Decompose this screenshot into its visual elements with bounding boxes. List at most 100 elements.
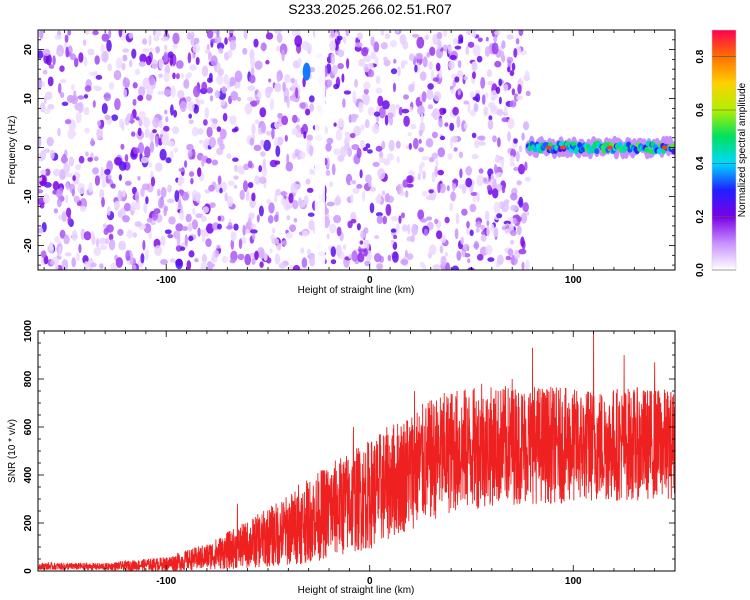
spectrogram-cell [405, 190, 409, 198]
snr-ytick-label: 200 [23, 514, 34, 531]
spectrogram-hotspot [302, 62, 311, 81]
spectrogram-cell [268, 202, 275, 214]
spectrogram-cell [334, 197, 341, 206]
spectrogram-cell [357, 252, 365, 263]
spectrogram-cell [158, 58, 164, 70]
spectrogram-cell [453, 147, 458, 152]
spectrogram-cell [175, 223, 184, 232]
spectrogram-cell [475, 227, 480, 233]
spectrogram-cell [131, 48, 137, 59]
spectrogram-cell [151, 59, 159, 70]
spectrogram-cell [78, 52, 84, 63]
spectrogram-cell [163, 89, 171, 96]
spectrogram-cell [447, 153, 453, 161]
spectrogram-cell [392, 251, 399, 263]
spectrogram-cell [500, 50, 505, 61]
spectrogram-cell [485, 36, 489, 42]
spectrogram-cell [226, 153, 232, 160]
spectrogram-cell [209, 202, 216, 209]
spectrogram-cell [440, 135, 446, 141]
spectrogram-cell [271, 127, 275, 140]
spectrogram-cell [123, 202, 131, 212]
snr-series-line [38, 331, 675, 571]
spectrogram-cell [395, 104, 401, 109]
spectrogram-cell [55, 189, 63, 198]
spectrogram-cell [426, 52, 431, 58]
spectrogram-cell [487, 119, 494, 130]
spectrogram-cell [173, 109, 178, 118]
spectrogram-cell [428, 189, 434, 194]
spectrogram-cell [175, 258, 183, 270]
spectrogram-cell [417, 209, 425, 220]
spectrogram-cell [84, 127, 90, 134]
spectrogram-cell [451, 135, 458, 143]
spectrogram-cell [525, 176, 531, 182]
spectrogram-cell [333, 122, 337, 127]
spectrogram-cell [90, 137, 94, 147]
spectrogram-cell [377, 95, 384, 107]
spectrogram-cell [242, 224, 246, 236]
spectrogram-cell [149, 132, 154, 142]
spectrogram-cell [149, 47, 154, 53]
spectrogram-cell [209, 72, 213, 82]
spectrogram-cell [188, 119, 194, 125]
spectrogram-cell [229, 115, 237, 125]
spectrogram-cell [486, 220, 490, 227]
spectrogram-cell [122, 215, 130, 223]
spectrogram-cell [486, 184, 492, 191]
spectrogram-cell [401, 212, 405, 219]
spectrogram-cell [69, 53, 77, 61]
spectrogram-cell [63, 234, 70, 245]
spectrogram-cell [254, 175, 261, 185]
spectrogram-cell [490, 223, 495, 232]
spectrogram-cell [90, 231, 95, 239]
spectrogram-cell [291, 83, 295, 93]
spectrogram-cell [144, 128, 150, 139]
spectrogram-cell [93, 247, 101, 256]
spectrogram-cell [260, 151, 266, 157]
spectrogram-cell [110, 183, 116, 189]
spectrogram-cell [131, 131, 136, 137]
spectrogram-band-cell [594, 148, 600, 155]
spectrogram-cell [77, 101, 84, 114]
spectrogram-cell [434, 165, 439, 178]
spectrogram-cell [142, 77, 150, 90]
spectrogram-cell [138, 86, 146, 97]
spectrogram-cell [65, 46, 69, 58]
spectrogram-cell [336, 244, 342, 257]
spectrogram-cell [110, 262, 118, 270]
spectrogram-cell [88, 182, 93, 193]
spectrogram-cell [398, 106, 403, 116]
spectrogram-cell [58, 245, 62, 257]
spectrogram-cell [372, 161, 380, 167]
spectrogram-cell [463, 76, 468, 81]
spectrogram-cell [456, 70, 464, 78]
spectrogram-cell [38, 77, 43, 90]
spectrogram-cell [242, 47, 248, 55]
spectrogram-cell [100, 43, 105, 54]
spectrogram-cell [38, 227, 44, 234]
spectrogram-cell [373, 41, 380, 53]
spectrogram-cell [217, 223, 222, 230]
spectrogram-cell [475, 93, 481, 103]
spectrogram-cell [516, 95, 523, 101]
spectrogram-cell [201, 215, 207, 222]
spectrogram-cell [108, 82, 115, 90]
spectrogram-cell [376, 263, 384, 270]
spectrogram-cell [286, 96, 290, 109]
spectrogram-cell [117, 228, 124, 236]
spectrogram-cell [179, 100, 187, 113]
spectrogram-cell [263, 139, 271, 152]
spectrogram-cell [117, 209, 123, 218]
spectrogram-cell [473, 102, 479, 112]
spectrogram-cell [431, 152, 439, 160]
spectrogram-cell [456, 250, 462, 261]
spectrogram-cell [420, 218, 428, 223]
spectrogram-cell [361, 93, 366, 100]
spectrogram-cell [178, 176, 185, 185]
spectrogram-cell [463, 253, 471, 258]
spectrogram-cell [390, 239, 395, 245]
spectrogram-cell [408, 170, 416, 176]
spectrogram-cell [191, 219, 198, 230]
spectrogram-cell [50, 149, 55, 160]
